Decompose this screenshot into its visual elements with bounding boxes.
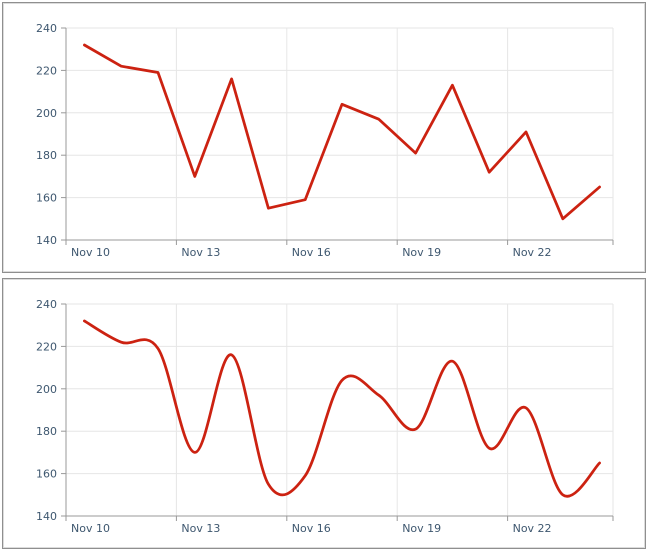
y-axis-label: 140 [36, 234, 57, 247]
chart-panel-straight: 140 160 180 200 220 240 Nov 10 Nov 13 Nov 16 Nov … [2, 2, 646, 273]
y-axis-label: 200 [36, 107, 57, 120]
series-line [83, 43, 601, 221]
chart-panel-smooth: 140 160 180 200 220 240 Nov 10 Nov 13 Nov 16 Nov … [2, 278, 646, 549]
y-axis-label: 160 [36, 468, 57, 481]
x-axis-label: Nov 22 [513, 246, 552, 259]
y-axis-label: 240 [36, 298, 57, 311]
y-axis-label: 140 [36, 510, 57, 523]
x-axis-label: Nov 10 [71, 246, 110, 259]
x-axis-label: Nov 19 [402, 522, 441, 535]
y-axis-label: 240 [36, 22, 57, 35]
y-axis-label: 180 [36, 149, 57, 162]
y-axis-label: 220 [36, 64, 57, 77]
x-axis-label: Nov 10 [71, 522, 110, 535]
x-axis-label: Nov 16 [292, 522, 331, 535]
y-axis-label: 180 [36, 425, 57, 438]
x-axis-label: Nov 13 [181, 522, 220, 535]
line-chart-straight: 140 160 180 200 220 240 Nov 10 Nov 13 Nov 16 Nov … [36, 22, 614, 259]
y-axis-label: 200 [36, 383, 57, 396]
x-axis-label: Nov 22 [513, 522, 552, 535]
series-line [83, 319, 601, 498]
x-axis-label: Nov 19 [402, 246, 441, 259]
line-chart-smooth: 140 160 180 200 220 240 Nov 10 Nov 13 Nov 16 Nov … [36, 298, 614, 535]
x-axis-label: Nov 16 [292, 246, 331, 259]
y-axis-label: 160 [36, 192, 57, 205]
x-axis-label: Nov 13 [181, 246, 220, 259]
y-axis-label: 220 [36, 340, 57, 353]
